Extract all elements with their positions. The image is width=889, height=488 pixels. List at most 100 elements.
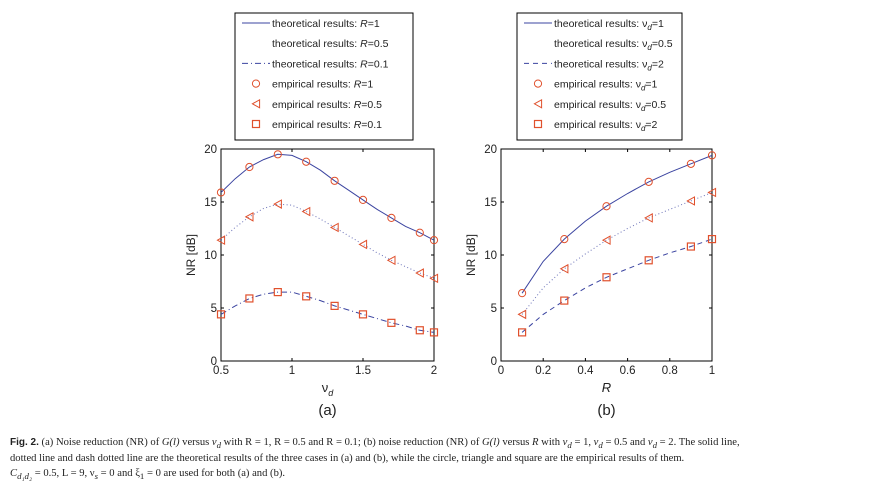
- caption-math: 1: [139, 470, 145, 481]
- series-markers-circle: [518, 151, 717, 298]
- caption-text: = 0.5 and: [602, 437, 648, 448]
- legend-item: theoretical results: R=1: [242, 18, 380, 30]
- x-tick-label: 0: [498, 365, 504, 377]
- data-point-square: [415, 326, 424, 335]
- legend-value: =1: [652, 18, 664, 30]
- y-tick-label: 15: [484, 197, 497, 209]
- caption-text: = 2. The solid line,: [657, 437, 740, 448]
- legend-item: empirical results: R=0.5: [251, 98, 382, 111]
- legend-value: =0.1: [368, 58, 389, 70]
- legend-subscript: d: [647, 63, 652, 72]
- legend-marker-triangle: [251, 98, 261, 109]
- data-point-circle: [415, 228, 424, 237]
- data-point-triangle: [273, 199, 282, 209]
- legend-variable: ν: [642, 58, 647, 70]
- series-line-solid: [220, 153, 435, 241]
- panel-label: (b): [597, 402, 615, 419]
- plot-area: [220, 148, 435, 362]
- data-point-triangle: [601, 235, 611, 246]
- legend-variable: R: [354, 99, 362, 111]
- caption-math: d: [567, 440, 572, 451]
- legend-item: empirical results: νd=1: [533, 79, 658, 93]
- legend-label: theoretical results: νd=1: [554, 18, 664, 32]
- data-point-triangle: [244, 211, 254, 222]
- data-point-square: [429, 328, 439, 337]
- legend-label: theoretical results: νd=0.5: [554, 38, 673, 52]
- y-tick-label: 5: [211, 303, 217, 315]
- legend-subscript: d: [641, 124, 646, 133]
- panel-label: (a): [318, 402, 336, 419]
- data-point-triangle: [329, 222, 339, 233]
- x-tick-label: 1.5: [355, 365, 371, 377]
- data-point-triangle: [686, 196, 695, 206]
- data-point-circle: [330, 176, 339, 185]
- caption-math: G(l): [482, 437, 500, 448]
- legend-variable: ν: [642, 38, 647, 50]
- legend-subscript: d: [641, 84, 646, 93]
- data-point-square: [330, 301, 339, 310]
- data-point-square: [216, 310, 226, 319]
- caption-math: s: [94, 470, 99, 481]
- x-tick-label: 1: [709, 365, 715, 377]
- data-point-circle: [273, 150, 282, 159]
- legend-value: =2: [652, 58, 664, 70]
- y-tick-label: 10: [204, 250, 217, 262]
- legend-item: empirical results: R=1: [251, 79, 373, 91]
- y-tick-label: 20: [204, 144, 217, 156]
- data-point-triangle: [517, 309, 527, 320]
- data-point-circle: [518, 289, 527, 298]
- legend-item: empirical results: νd=0.5: [533, 99, 666, 113]
- caption-text: = 0 are used for both (a) and (b).: [144, 467, 286, 479]
- data-point-circle: [644, 177, 653, 186]
- caption-text: R = 1, R = 0.5 and R = 0.1; (b) noise re…: [245, 437, 483, 448]
- caption-text: = 0.5, L = 9, ν: [32, 467, 95, 479]
- legend-label: empirical results: νd=0.5: [554, 99, 666, 113]
- legend-variable: ν: [642, 18, 647, 30]
- legend-label: empirical results: R=0.1: [272, 119, 382, 131]
- data-point-square: [302, 292, 311, 301]
- legend-value: =0.5: [361, 99, 382, 111]
- legend-label: theoretical results: νd=2: [554, 58, 664, 72]
- plot-area: [500, 148, 713, 362]
- data-point-triangle: [429, 273, 439, 284]
- legend-label: theoretical results: R=1: [272, 18, 380, 30]
- series-markers-triangle: [216, 199, 439, 284]
- legend-marker-square: [251, 119, 261, 129]
- x-tick-label: 0.4: [577, 365, 594, 377]
- data-point-triangle: [644, 213, 653, 223]
- legend-variable: ν: [636, 79, 641, 91]
- legend-value: =2: [645, 119, 657, 131]
- y-tick-label: 20: [484, 144, 497, 156]
- caption-math: d: [598, 440, 603, 451]
- caption-text: versus: [499, 437, 533, 448]
- legend-item: theoretical results: νd=2: [524, 58, 664, 72]
- legend-label: theoretical results: R=0.5: [272, 38, 389, 50]
- caption-line-2: dotted line and dash dotted line are the…: [10, 453, 685, 465]
- data-point-triangle: [301, 206, 311, 217]
- legend-item: theoretical results: R=0.5: [272, 38, 389, 50]
- y-tick-label: 5: [491, 303, 497, 315]
- data-point-circle: [387, 213, 396, 222]
- caption-line-1: Fig. 2. (a) Noise reduction (NR) of G(l)…: [10, 436, 882, 452]
- caption-math: d₁d₂: [17, 470, 33, 481]
- caption-text: with: [221, 437, 246, 448]
- y-tick-label: 0: [491, 356, 497, 368]
- legend-item: empirical results: νd=2: [533, 119, 658, 133]
- legend: theoretical results: νd=1 theoretical res…: [516, 12, 683, 141]
- data-point-circle: [245, 162, 254, 172]
- legend-variable: ν: [636, 99, 641, 111]
- x-tick-label: 1: [289, 365, 295, 377]
- y-tick-label: 15: [204, 197, 217, 209]
- data-point-circle: [707, 151, 717, 160]
- series-line-solid: [521, 154, 713, 294]
- x-tick-label: 0.5: [213, 365, 229, 377]
- data-point-triangle: [707, 187, 717, 198]
- y-tick-label: 10: [484, 250, 497, 262]
- legend-box: [234, 12, 414, 141]
- legend-item: theoretical results: νd=0.5: [554, 38, 673, 52]
- caption-line-3: Cd₁d₂ = 0.5, L = 9, νs = 0 and ξ1 = 0 ar…: [10, 467, 882, 483]
- legend-variable: R: [360, 38, 368, 50]
- legend-value: =1: [361, 79, 373, 91]
- legend-label: empirical results: R=1: [272, 79, 373, 91]
